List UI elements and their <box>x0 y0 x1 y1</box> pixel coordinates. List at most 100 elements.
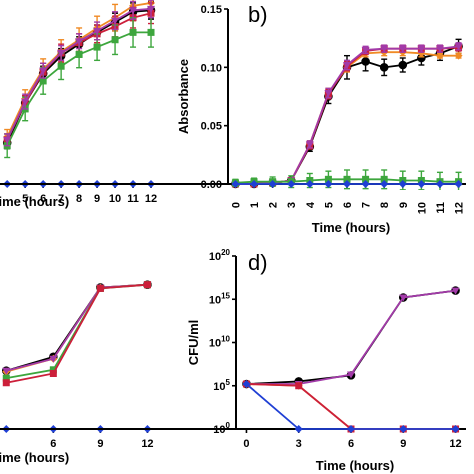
x-tick-label: 12 <box>141 438 153 450</box>
x-tick-label: 9 <box>97 438 103 450</box>
x-tick-label: 8 <box>379 202 391 208</box>
x-tick-label: 12 <box>449 438 461 450</box>
data-point <box>111 17 120 25</box>
x-axis-label: Time (hours) <box>312 220 391 235</box>
y-tick-label: 0.15 <box>201 4 222 16</box>
data-point <box>417 45 426 53</box>
y-axis-label: CFU/ml <box>186 320 201 366</box>
x-tick-label: 5 <box>323 202 335 208</box>
x-tick-label: 6 <box>50 438 56 450</box>
data-point <box>57 49 66 57</box>
data-point <box>380 175 388 183</box>
data-point <box>347 371 355 379</box>
data-point <box>96 284 104 292</box>
data-point <box>294 425 303 433</box>
data-point <box>399 425 408 433</box>
data-point <box>379 63 389 72</box>
data-point <box>435 45 444 53</box>
plot-area <box>1 280 152 433</box>
panel-c: 6 9 12 Time (hours) <box>0 280 160 465</box>
y-tick-label: 1020 <box>209 248 231 263</box>
x-tick-label: 6 <box>348 438 354 450</box>
data-point <box>324 175 332 183</box>
series-line <box>6 2 152 138</box>
x-tick-label: 6 <box>342 202 354 208</box>
x-axis-label: Time (hours) <box>316 458 395 473</box>
y-tick-label: 100 <box>213 421 230 436</box>
data-point <box>435 180 444 188</box>
series-line <box>246 289 456 385</box>
data-point <box>454 43 463 51</box>
x-axis-label: Time (hours) <box>0 194 69 209</box>
data-point <box>129 7 138 15</box>
data-point <box>75 50 83 58</box>
data-point <box>343 180 351 188</box>
x-tick-label: 7 <box>361 202 373 208</box>
data-point <box>129 28 137 36</box>
y-tick-label: 0.00 <box>201 179 222 191</box>
y-tick-label: 1015 <box>209 291 231 306</box>
data-point <box>305 141 314 149</box>
data-point <box>324 180 333 188</box>
data-point <box>398 180 407 188</box>
data-point <box>361 57 370 66</box>
x-tick-label: 9 <box>398 202 410 208</box>
x-tick-label: 7 <box>58 193 64 205</box>
data-point <box>143 281 151 289</box>
data-point <box>147 5 156 13</box>
panel-letter: d) <box>248 250 268 275</box>
data-point <box>147 28 155 36</box>
x-tick-label: 3 <box>296 438 302 450</box>
y-tick-label: 105 <box>213 378 230 393</box>
plot-area <box>2 0 156 188</box>
x-tick-label: 1 <box>249 202 261 208</box>
data-point <box>451 287 460 295</box>
data-point <box>2 379 10 387</box>
data-point <box>454 180 463 188</box>
x-tick-label: 6 <box>40 193 46 205</box>
x-tick-label: 0 <box>230 202 242 208</box>
x-tick-label: 11 <box>127 193 139 205</box>
series-line <box>246 383 456 430</box>
data-point <box>39 77 47 85</box>
data-point <box>398 45 407 53</box>
data-point <box>268 180 277 188</box>
data-point <box>49 355 58 363</box>
data-point <box>380 180 389 188</box>
data-point <box>362 175 370 183</box>
x-tick-label: 10 <box>416 202 428 214</box>
y-tick-label: 0.10 <box>201 62 222 74</box>
series-line <box>246 383 456 430</box>
data-point <box>324 90 333 97</box>
x-tick-label: 9 <box>400 438 406 450</box>
data-point <box>451 425 460 433</box>
series-line <box>245 383 456 430</box>
data-point <box>49 370 57 377</box>
y-tick-label: 1010 <box>209 335 231 350</box>
x-tick-label: 5 <box>22 193 28 205</box>
data-point <box>435 51 444 60</box>
data-point <box>454 51 463 60</box>
data-point <box>75 38 84 46</box>
x-tick-label: 12 <box>454 202 466 214</box>
x-axis-label: Time (hours) <box>0 450 69 465</box>
data-point <box>21 98 30 106</box>
x-tick-label: 3 <box>286 202 298 208</box>
data-point <box>398 60 408 70</box>
data-point <box>343 175 351 183</box>
data-point <box>93 27 102 35</box>
x-tick-label: 2 <box>268 202 280 208</box>
data-point <box>2 374 10 382</box>
panel-letter: b) <box>248 2 268 27</box>
data-point <box>242 380 251 389</box>
y-axis-label: Absorbance <box>176 59 191 134</box>
data-point <box>295 382 303 390</box>
data-point <box>343 62 351 69</box>
series-line <box>6 283 148 384</box>
data-point <box>49 366 57 374</box>
plot-area <box>242 286 460 433</box>
data-point <box>361 180 370 188</box>
